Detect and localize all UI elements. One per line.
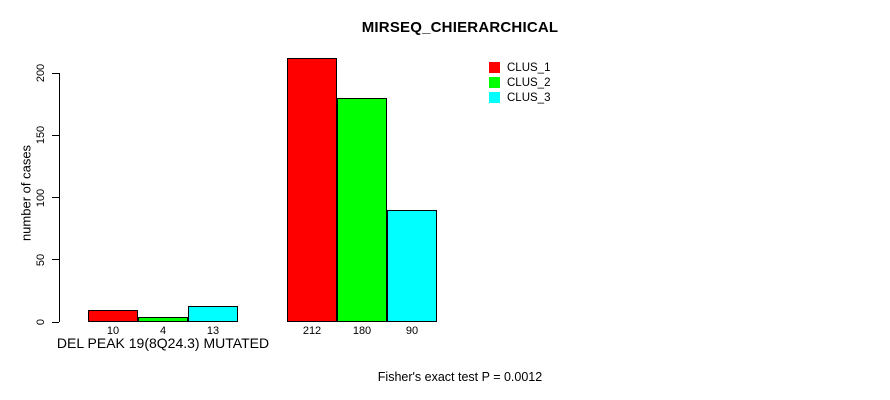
bar-value-label: 10 [106, 325, 120, 337]
bar-clus_1-group2 [287, 58, 337, 322]
tick-label: 150 [35, 126, 47, 145]
bar-value-label: 90 [405, 325, 419, 337]
bar-value-label: 212 [302, 325, 322, 337]
tick-mark [52, 321, 59, 323]
bar-value-label: 13 [206, 325, 220, 337]
bar-clus_2-group2 [337, 98, 387, 322]
tick-label: 200 [35, 63, 47, 83]
tick-label: 50 [35, 253, 47, 266]
legend-row: CLUS_1 [489, 61, 551, 74]
legend-swatch-icon [489, 77, 500, 88]
bar-clus_3-group2 [387, 210, 437, 322]
bar-value-label: 180 [352, 325, 372, 337]
tick-mark [52, 197, 59, 198]
legend-swatch-icon [489, 92, 500, 103]
legend: CLUS_1 CLUS_2 CLUS_3 [489, 62, 550, 107]
stat-annotation: Fisher's exact test P = 0.0012 [377, 370, 543, 384]
legend-label: CLUS_2 [507, 76, 551, 89]
legend-row: CLUS_2 [489, 76, 551, 89]
legend-label: CLUS_3 [507, 91, 551, 104]
tick-mark [52, 72, 59, 74]
tick-mark [52, 134, 59, 136]
legend-swatch-icon [489, 62, 500, 73]
tick-label: 100 [35, 188, 47, 207]
bar-clus_2-group1 [138, 317, 188, 322]
bar-value-label: 4 [159, 325, 167, 337]
bar-clus_1-group1 [88, 310, 138, 322]
chart-title: MIRSEQ_CHIERARCHICAL [361, 19, 559, 36]
group-axis-label: DEL PEAK 19(8Q24.3) MUTATED [56, 335, 270, 351]
legend-row: CLUS_3 [489, 91, 551, 104]
y-axis-label: number of cases [18, 144, 34, 242]
tick-label: 0 [35, 318, 47, 326]
bar-clus_3-group1 [188, 306, 238, 322]
legend-label: CLUS_1 [507, 61, 551, 74]
tick-mark [52, 259, 59, 261]
y-axis [59, 73, 60, 322]
